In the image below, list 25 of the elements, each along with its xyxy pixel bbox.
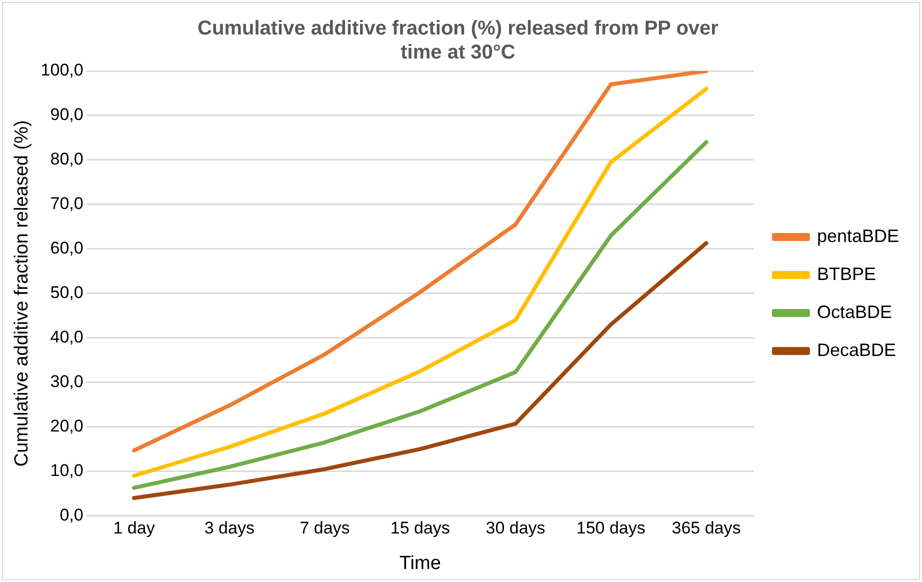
x-tick-label: 3 days bbox=[204, 518, 254, 538]
legend-label: pentaBDE bbox=[816, 226, 900, 246]
y-tick-label: 60,0 bbox=[50, 238, 84, 258]
x-tick-label: 1 day bbox=[113, 518, 156, 538]
x-axis-title: Time bbox=[399, 552, 441, 574]
x-tick-label: 7 days bbox=[300, 518, 350, 538]
x-tick-label: 30 days bbox=[486, 518, 546, 538]
y-tick-label: 30,0 bbox=[50, 372, 84, 392]
y-tick-label: 10,0 bbox=[50, 461, 84, 480]
y-tick-label: 100,0 bbox=[40, 60, 84, 80]
chart-title: Cumulative additive fraction (%) released from PP over time at 30°C bbox=[198, 18, 719, 64]
legend-label: OctaBDE bbox=[816, 302, 892, 322]
x-tick-label: 150 days bbox=[576, 518, 646, 538]
y-tick-label: 70,0 bbox=[50, 194, 84, 214]
x-tick-label: 15 days bbox=[390, 518, 450, 538]
y-tick-label: 90,0 bbox=[50, 105, 84, 124]
legend-label: DecaBDE bbox=[816, 340, 896, 360]
y-tick-label: 50,0 bbox=[50, 283, 84, 302]
y-tick-label: 80,0 bbox=[50, 150, 84, 169]
legend-label: BTBPE bbox=[816, 264, 876, 284]
y-tick-label: 0,0 bbox=[60, 505, 84, 524]
y-axis-title: Cumulative additive fraction released (%) bbox=[12, 120, 33, 467]
y-tick-label: 20,0 bbox=[50, 416, 84, 436]
y-tick-label: 40,0 bbox=[50, 328, 84, 347]
x-tick-label: 365 days bbox=[672, 518, 741, 538]
